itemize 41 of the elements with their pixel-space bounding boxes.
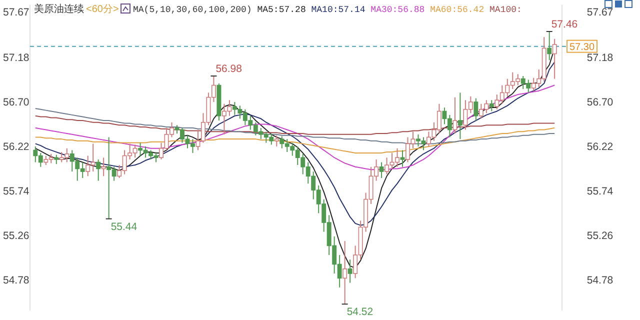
candlestick <box>458 92 462 140</box>
candlestick <box>54 154 59 165</box>
candlestick <box>474 98 478 122</box>
y-tick-label: 56.70 <box>3 96 30 109</box>
candlestick <box>552 38 557 80</box>
candlestick <box>547 30 552 61</box>
candlestick <box>101 157 106 177</box>
text: MA100: <box>490 5 522 15</box>
chart-title: 美原油连续 <box>34 3 84 15</box>
text: MA10:57.14 <box>311 5 371 15</box>
ref-line-label: 57.30 <box>569 42 595 53</box>
annotation: 54.52 <box>346 306 374 318</box>
annotation: 57.46 <box>551 18 578 30</box>
y2-tick-label: 57.67 <box>586 6 614 19</box>
y-tick-label: 55.74 <box>3 186 30 198</box>
y2-tick-label: 56.70 <box>586 96 614 109</box>
candlestick <box>489 100 494 112</box>
candlestick <box>274 134 279 147</box>
y2-tick-label: 55.74 <box>586 186 614 198</box>
text: MA30:56.88 <box>370 5 430 15</box>
candlestick <box>452 96 458 134</box>
y-tick-label: 55.26 <box>3 230 30 242</box>
y-tick-label: 54.78 <box>3 274 30 287</box>
candlestick <box>379 162 384 178</box>
text: MA60:56.42 <box>430 5 490 15</box>
candlestick <box>348 259 352 284</box>
candlestick <box>400 150 405 168</box>
annotation: 56.98 <box>216 63 242 75</box>
candlestick <box>96 158 101 182</box>
chart-subtitle: <60分> <box>86 3 119 15</box>
y-tick-label: 57.18 <box>3 52 30 64</box>
y2-tick-label: 54.78 <box>586 274 614 287</box>
text: MA5:57.28 <box>257 5 312 15</box>
annotation: 55.44 <box>110 220 138 233</box>
y2-tick-label: 55.26 <box>586 230 614 242</box>
annotation: MA(5,10,30,60,100,200) <box>133 5 258 15</box>
y2-tick-label: 57.18 <box>586 52 614 64</box>
y2-tick-label: 56.22 <box>586 141 614 154</box>
y-tick-label: 56.22 <box>3 141 30 154</box>
y-tick-label: 57.67 <box>3 6 30 19</box>
candlestick <box>342 240 348 305</box>
